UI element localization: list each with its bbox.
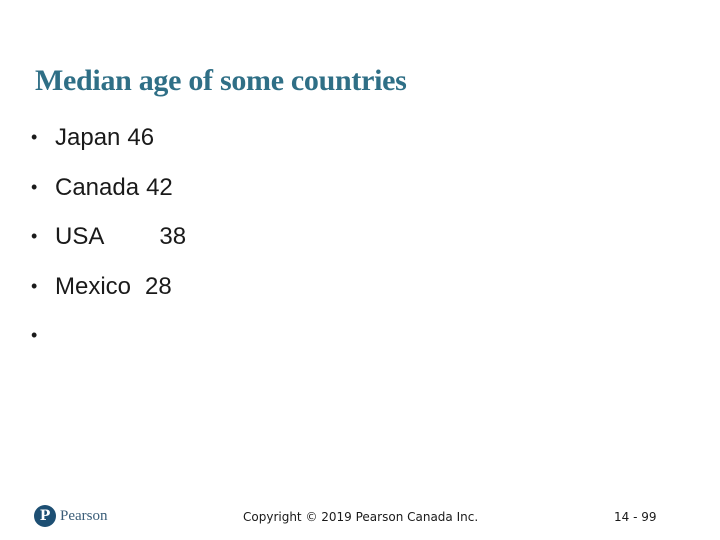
bullet-item-usa: • USA 38: [31, 223, 186, 273]
country-name: Canada: [55, 173, 140, 201]
bullet-list: • Japan 46 • Canada 42 • USA 38 • Mexico 28 •: [31, 124, 186, 372]
country-name: USA: [55, 223, 105, 250]
bullet-marker: •: [31, 275, 38, 296]
pearson-logo-icon: P: [34, 505, 56, 527]
pearson-logo: P Pearson: [34, 505, 108, 527]
median-age-value: 42: [146, 173, 173, 201]
median-age-value: 38: [159, 223, 187, 250]
slide-title: Median age of some countries: [35, 64, 407, 97]
copyright-notice: Copyright © 2019 Pearson Canada Inc.: [243, 510, 479, 524]
bullet-marker: •: [31, 226, 38, 246]
bullet-item-japan: • Japan 46: [31, 124, 186, 174]
pearson-logo-text: Pearson: [60, 507, 108, 524]
bullet-marker: •: [31, 325, 38, 345]
median-age-value: 28: [145, 272, 172, 300]
bullet-item-canada: • Canada 42: [31, 174, 186, 224]
median-age-value: 46: [127, 124, 155, 151]
country-name: Mexico: [55, 272, 132, 300]
page-number: 14 - 99: [614, 510, 657, 524]
bullet-item-mexico: • Mexico 28: [31, 273, 186, 323]
bullet-marker: •: [31, 176, 38, 197]
bullet-item-empty: •: [31, 322, 186, 372]
country-name: Japan: [55, 124, 121, 151]
bullet-marker: •: [31, 127, 38, 147]
